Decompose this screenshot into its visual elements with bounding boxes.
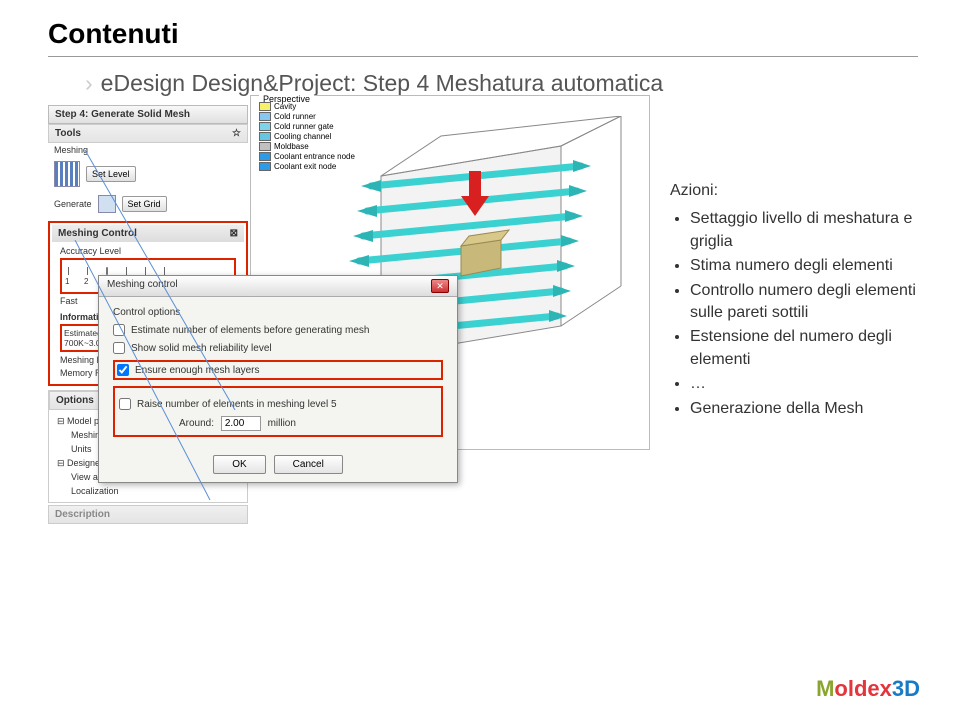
tools-section[interactable]: Tools ☆ bbox=[48, 124, 248, 143]
grid-icon[interactable] bbox=[98, 195, 116, 213]
chk-layers[interactable]: Ensure enough mesh layers bbox=[113, 360, 443, 380]
accuracy-label: Accuracy Level bbox=[60, 246, 236, 256]
subtitle: ›eDesign Design&Project: Step 4 Meshatur… bbox=[85, 70, 663, 97]
notes-item: Settaggio livello di meshatura e griglia bbox=[690, 208, 930, 253]
chk-estimate-box[interactable] bbox=[113, 324, 125, 336]
chk-raise[interactable]: Raise number of elements in meshing leve… bbox=[119, 398, 437, 410]
cancel-button[interactable]: Cancel bbox=[274, 455, 343, 474]
dialog-titlebar[interactable]: Meshing control ✕ bbox=[99, 276, 457, 297]
subtitle-text: eDesign Design&Project: Step 4 Meshatura… bbox=[101, 70, 664, 96]
step-header: Step 4: Generate Solid Mesh bbox=[48, 105, 248, 124]
divider bbox=[48, 56, 918, 57]
notes-item: … bbox=[690, 373, 930, 395]
notes-header: Azioni: bbox=[670, 180, 930, 202]
collapse-icon[interactable]: ☆ bbox=[232, 128, 241, 139]
mc-title: Meshing Control bbox=[58, 228, 137, 239]
chk-raise-box[interactable] bbox=[119, 398, 131, 410]
chk-reliability-box[interactable] bbox=[113, 342, 125, 354]
notes-item: Stima numero degli elementi bbox=[690, 255, 930, 277]
mc-header: Meshing Control ⊠ bbox=[52, 225, 244, 242]
around-row: Around: million bbox=[119, 416, 437, 431]
dialog-close-button[interactable]: ✕ bbox=[431, 279, 449, 293]
meshing-dialog: Meshing control ✕ Control options Estima… bbox=[98, 275, 458, 483]
left-panel: Step 4: Generate Solid Mesh Tools ☆ Meshi… bbox=[48, 105, 248, 524]
notes-panel: Azioni: Settaggio livello di meshatura e… bbox=[670, 180, 930, 422]
chk-reliability[interactable]: Show solid mesh reliability level bbox=[113, 342, 443, 354]
dialog-title: Meshing control bbox=[107, 279, 178, 293]
tool-row-2: Generate Set Grid bbox=[48, 191, 248, 217]
group-label: Control options bbox=[113, 307, 443, 318]
generate-label: Generate bbox=[54, 199, 92, 209]
set-level-button[interactable]: Set Level bbox=[86, 166, 136, 182]
set-grid-button[interactable]: Set Grid bbox=[122, 196, 167, 212]
notes-list: Settaggio livello di meshatura e griglia… bbox=[670, 208, 930, 420]
meshing-label: Meshing bbox=[48, 143, 248, 157]
tool-row-1: Set Level bbox=[48, 157, 248, 191]
chk-estimate[interactable]: Estimate number of elements before gener… bbox=[113, 324, 443, 336]
tree-localization[interactable]: Localization bbox=[53, 484, 243, 498]
around-input[interactable] bbox=[221, 416, 261, 431]
ok-button[interactable]: OK bbox=[213, 455, 265, 474]
legend-item: Cavity bbox=[259, 102, 355, 111]
accuracy-slider[interactable] bbox=[68, 267, 228, 275]
notes-item: Estensione del numero degli elementi bbox=[690, 326, 930, 371]
close-icon[interactable]: ⊠ bbox=[230, 228, 238, 239]
generate-icon[interactable] bbox=[54, 161, 80, 187]
description-title[interactable]: Description bbox=[48, 505, 248, 524]
notes-item: Controllo numero degli elementi sulle pa… bbox=[690, 280, 930, 325]
chk-layers-box[interactable] bbox=[117, 364, 129, 376]
tools-label: Tools bbox=[55, 128, 81, 139]
page-title: Contenuti bbox=[48, 18, 179, 50]
logo: Moldex3D bbox=[816, 676, 920, 702]
notes-item: Generazione della Mesh bbox=[690, 398, 930, 420]
slider-thumb[interactable] bbox=[106, 267, 108, 275]
